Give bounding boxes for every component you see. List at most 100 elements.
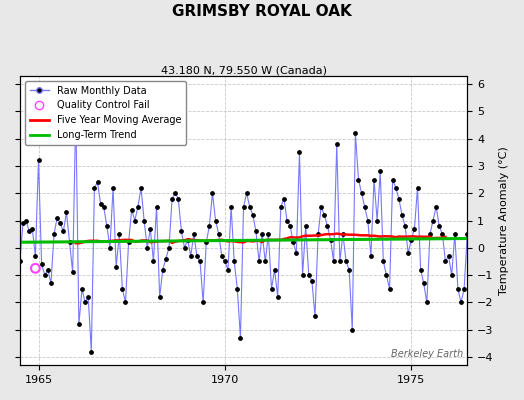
Point: [130, 217, 139, 224]
Point: [174, 196, 182, 202]
Point: [109, 184, 117, 191]
Point: [354, 176, 363, 183]
Point: [258, 231, 266, 237]
Point: [255, 258, 263, 265]
Point: [292, 250, 301, 256]
Legend: Raw Monthly Data, Quality Control Fail, Five Year Moving Average, Long-Term Tren: Raw Monthly Data, Quality Control Fail, …: [25, 81, 186, 145]
Point: [491, 272, 499, 278]
Point: [149, 258, 158, 265]
Point: [283, 217, 291, 224]
Point: [513, 236, 521, 243]
Point: [388, 176, 397, 183]
Point: [373, 217, 381, 224]
Point: [510, 231, 518, 237]
Point: [208, 190, 216, 196]
Point: [187, 253, 195, 259]
Point: [106, 245, 114, 251]
Point: [504, 223, 512, 229]
Point: [339, 231, 347, 237]
Point: [286, 223, 294, 229]
Point: [202, 239, 211, 246]
Point: [69, 269, 77, 276]
Point: [395, 196, 403, 202]
Point: [0, 239, 5, 246]
Point: [463, 231, 472, 237]
Point: [333, 141, 341, 147]
Point: [31, 265, 39, 272]
Point: [432, 204, 440, 210]
Point: [103, 223, 111, 229]
Point: [81, 299, 89, 306]
Point: [236, 335, 245, 341]
Point: [379, 258, 388, 265]
Text: Berkeley Earth: Berkeley Earth: [390, 350, 463, 360]
Point: [423, 299, 431, 306]
Point: [193, 253, 201, 259]
Point: [317, 204, 325, 210]
Point: [323, 223, 332, 229]
Point: [267, 286, 276, 292]
Point: [47, 280, 55, 286]
Point: [357, 190, 366, 196]
Point: [34, 157, 42, 164]
Point: [482, 184, 490, 191]
Point: [301, 223, 310, 229]
Point: [413, 184, 422, 191]
Point: [289, 239, 298, 246]
Point: [454, 286, 462, 292]
Point: [37, 261, 46, 268]
Point: [239, 204, 248, 210]
Point: [9, 278, 18, 284]
Point: [16, 258, 24, 265]
Point: [66, 239, 74, 246]
Point: [96, 201, 105, 207]
Point: [40, 272, 49, 278]
Point: [177, 228, 185, 235]
Point: [447, 272, 456, 278]
Point: [376, 168, 385, 174]
Point: [426, 231, 434, 237]
Point: [398, 212, 406, 218]
Point: [351, 130, 359, 136]
Point: [311, 313, 319, 319]
Point: [75, 321, 83, 328]
Point: [385, 286, 394, 292]
Point: [87, 348, 95, 355]
Title: 43.180 N, 79.550 W (Canada): 43.180 N, 79.550 W (Canada): [160, 65, 326, 75]
Point: [121, 299, 129, 306]
Point: [78, 286, 86, 292]
Point: [199, 299, 208, 306]
Point: [451, 231, 459, 237]
Point: [124, 239, 133, 246]
Point: [470, 196, 478, 202]
Point: [475, 239, 484, 246]
Point: [280, 196, 288, 202]
Point: [367, 253, 375, 259]
Point: [159, 266, 167, 273]
Point: [43, 266, 52, 273]
Point: [227, 204, 235, 210]
Point: [270, 266, 279, 273]
Point: [205, 223, 214, 229]
Point: [488, 231, 496, 237]
Point: [224, 266, 232, 273]
Point: [143, 245, 151, 251]
Point: [252, 228, 260, 235]
Point: [100, 204, 108, 210]
Point: [345, 266, 353, 273]
Point: [342, 258, 350, 265]
Point: [156, 294, 164, 300]
Point: [460, 286, 468, 292]
Point: [196, 258, 204, 265]
Point: [0, 223, 8, 229]
Point: [31, 253, 40, 259]
Point: [25, 228, 34, 235]
Point: [364, 217, 372, 224]
Point: [466, 217, 475, 224]
Point: [13, 316, 21, 322]
Point: [407, 236, 416, 243]
Point: [221, 258, 229, 265]
Point: [6, 266, 15, 273]
Point: [146, 226, 155, 232]
Point: [90, 184, 99, 191]
